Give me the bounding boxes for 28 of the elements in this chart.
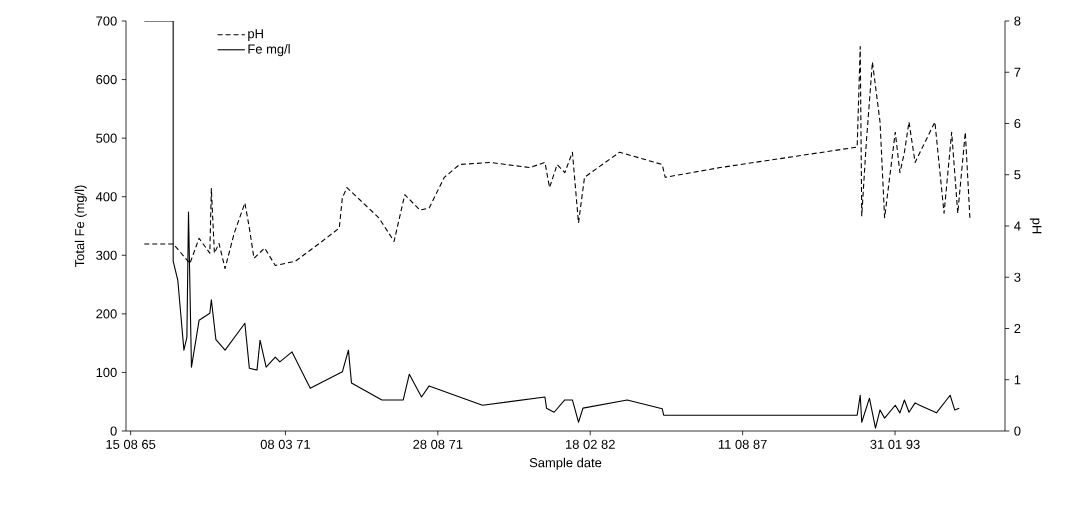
y2-tick-label: 4 — [1014, 221, 1021, 231]
y2-tick-label: 2 — [1014, 323, 1021, 334]
x-tick-label: 31 01 93 — [870, 439, 920, 449]
x-tick-label: 18 02 82 — [566, 439, 615, 449]
legend-label: Fe mg/l — [248, 44, 290, 57]
y2-tick-label: 6 — [1014, 118, 1021, 129]
y2-tick-label: 0 — [1014, 426, 1021, 436]
y2-tick-label: 5 — [1014, 170, 1021, 180]
x-tick-label: 28 08 71 — [413, 439, 463, 449]
y-tick-label: 700 — [96, 16, 117, 26]
y2-tick-label: 3 — [1014, 272, 1021, 282]
x-axis-title: Sample date — [529, 457, 602, 470]
y2-tick-label: 7 — [1014, 67, 1021, 77]
y2-axis-title: pH — [1029, 218, 1042, 234]
y-tick-label: 100 — [96, 367, 117, 378]
y-tick-label: 300 — [96, 250, 117, 260]
x-tick-label: 15 08 65 — [106, 439, 156, 449]
x-tick-label: 08 03 71 — [260, 439, 310, 449]
y-tick-label: 600 — [96, 74, 117, 85]
y2-tick-label: 8 — [1014, 16, 1021, 26]
y-tick-label: 400 — [95, 192, 117, 202]
y-tick-label: 200 — [96, 309, 117, 319]
x-tick-label: 11 08 87 — [718, 439, 767, 449]
legend-label: pH — [248, 29, 263, 41]
y-axis-title: Total Fe (mg/l) — [74, 185, 87, 268]
y2-tick-label: 1 — [1014, 375, 1021, 385]
y-tick-label: 0 — [110, 426, 117, 436]
y-tick-label: 500 — [96, 133, 117, 143]
